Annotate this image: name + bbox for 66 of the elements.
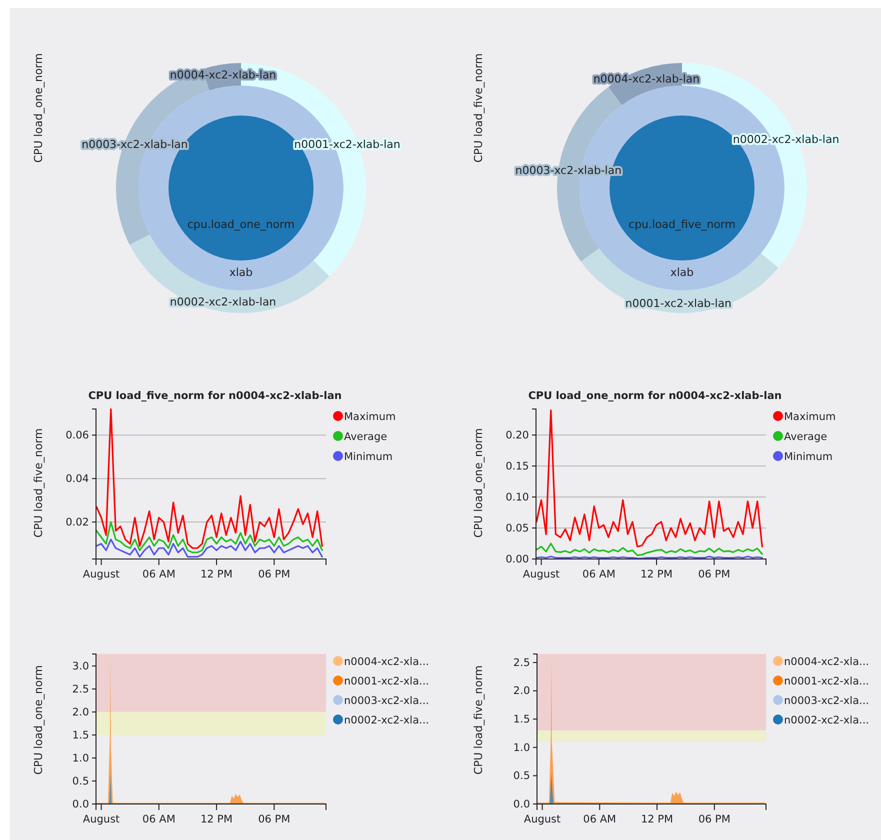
y-tick-label: 3.0 (72, 660, 89, 672)
legend-label: n0001-xc2-xla... (344, 676, 430, 688)
x-tick-label: August (82, 568, 120, 580)
x-tick-label: 06 AM (142, 813, 176, 826)
text: xlab (670, 266, 694, 279)
legend-label: Maximum (784, 411, 836, 423)
x-tick-label: August (82, 813, 120, 826)
legend-label: n0003-xc2-xla... (784, 695, 870, 707)
y-tick-label: 1.5 (513, 713, 530, 726)
y-tick-label: 0.00 (506, 553, 529, 566)
y-tick-label: 1.0 (72, 752, 89, 764)
legend-label: n0004-xc2-xla... (784, 656, 870, 668)
y-tick-label: 0.0 (513, 798, 530, 810)
x-tick-label: 06 AM (582, 568, 616, 580)
y-axis-title: CPU load_one_norm (32, 665, 45, 775)
text: cpu.load_five_norm (628, 218, 736, 231)
x-tick-label: 06 PM (258, 813, 290, 826)
y-tick-label: 0.15 (506, 460, 529, 472)
legend-label: n0001-xc2-xla... (784, 676, 870, 688)
y-tick-label: 0.5 (72, 775, 89, 788)
y-axis-title: CPU load_five_norm (472, 665, 485, 775)
y-axis-title: CPU load_five_norm (32, 428, 45, 538)
x-tick-label: 12 PM (200, 813, 233, 826)
y-tick-label: 1.0 (513, 742, 530, 754)
legend-label: n0002-xc2-xla... (784, 714, 870, 726)
x-tick-label: 12 PM (200, 568, 233, 580)
legend-label: n0003-xc2-xla... (344, 695, 430, 707)
x-tick-label: 12 PM (640, 813, 674, 826)
text: cpu.load_one_norm (187, 218, 295, 231)
y-tick-label: 2.5 (72, 683, 89, 696)
x-tick-label: August (524, 813, 561, 826)
legend-label: n0002-xc2-xla... (344, 714, 430, 726)
slice-label: n0002-xc2-xlab-lan (170, 296, 276, 309)
legend-label: Average (784, 431, 828, 443)
y-tick-label: 0.04 (66, 472, 90, 485)
y-tick-label: 2.0 (72, 706, 89, 718)
slice-label: n0004-xc2-xlab-lan (170, 68, 276, 82)
text: xlab (229, 266, 253, 279)
y-tick-label: 2.5 (513, 656, 530, 669)
y-axis-title: CPU load_one_norm (472, 428, 485, 538)
x-tick-label: 06 PM (258, 568, 290, 580)
y-tick-label: 0.02 (66, 516, 89, 528)
y-tick-label: 0.10 (506, 491, 529, 504)
y-tick-label: 2.0 (513, 685, 530, 698)
y-tick-label: 0.20 (506, 429, 529, 442)
x-tick-label: 06 PM (698, 568, 730, 580)
legend-label: Minimum (784, 451, 833, 463)
x-tick-label: 12 PM (640, 568, 673, 580)
text: CPU load_one_norm (32, 53, 45, 163)
x-tick-label: 06 AM (142, 568, 176, 580)
legend-label: Maximum (344, 411, 396, 423)
chart-title: CPU load_five_norm for n0004-xc2-xlab-lan (88, 390, 342, 402)
y-tick-label: 1.5 (72, 729, 89, 742)
y-tick-label: 0.5 (513, 770, 530, 782)
y-tick-label: 0.06 (66, 429, 90, 442)
legend-label: Minimum (344, 451, 393, 463)
x-tick-label: August (522, 568, 560, 580)
chart-title: CPU load_one_norm for n0004-xc2-xlab-lan (528, 390, 782, 402)
y-tick-label: 0.0 (72, 798, 89, 810)
x-tick-label: 06 AM (583, 813, 616, 826)
legend-label: n0004-xc2-xla... (344, 656, 430, 668)
y-tick-label: 0.05 (506, 522, 529, 534)
slice-label: n0001-xc2-xlab-lan (625, 296, 732, 310)
legend-label: Average (344, 431, 388, 443)
text: CPU load_five_norm (472, 53, 485, 163)
x-tick-label: 06 PM (698, 813, 730, 826)
